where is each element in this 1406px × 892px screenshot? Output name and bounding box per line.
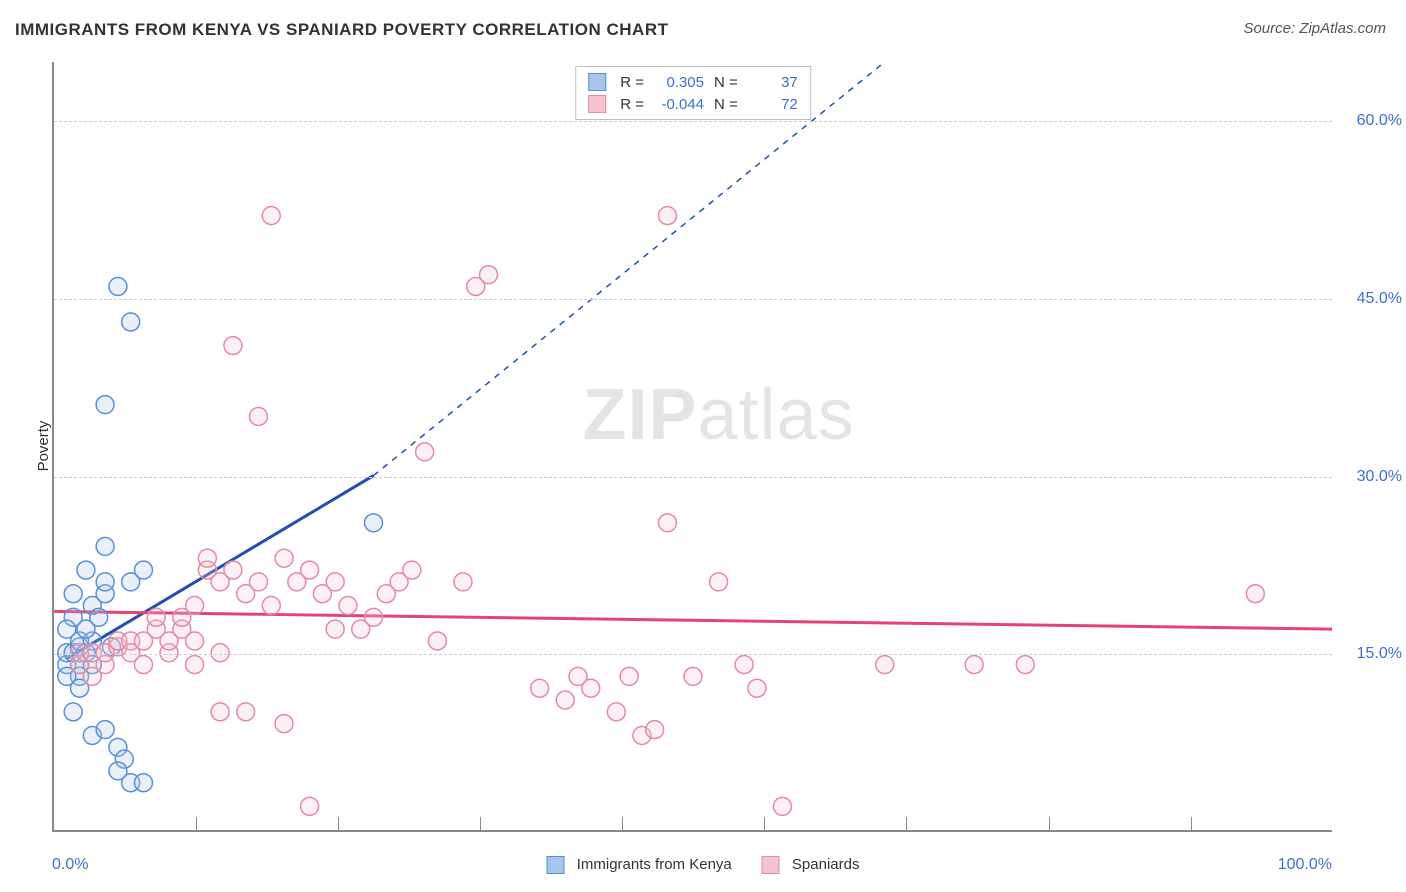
swatch-kenya: [588, 73, 606, 91]
x-tick: [622, 817, 623, 831]
legend-bottom: Immigrants from Kenya Spaniards: [547, 856, 860, 874]
y-axis-label: Poverty: [35, 421, 52, 472]
swatch-spaniards: [762, 856, 780, 874]
y-tick-label: 45.0%: [1357, 290, 1402, 308]
legend-item-spaniards: Spaniards: [762, 856, 860, 874]
x-tick: [480, 817, 481, 831]
x-axis-max-label: 100.0%: [1278, 856, 1332, 874]
gridline: [54, 477, 1332, 478]
y-tick-label: 30.0%: [1357, 468, 1402, 486]
y-tick-label: 15.0%: [1357, 645, 1402, 663]
x-tick: [906, 817, 907, 831]
gridline: [54, 299, 1332, 300]
correlation-chart: IMMIGRANTS FROM KENYA VS SPANIARD POVERT…: [0, 0, 1406, 892]
gridline: [54, 121, 1332, 122]
x-tick: [764, 817, 765, 831]
swatch-spaniards: [588, 95, 606, 113]
stats-legend-box: R = 0.305 N = 37 R = -0.044 N = 72: [575, 66, 811, 120]
gridline: [54, 654, 1332, 655]
legend-item-kenya: Immigrants from Kenya: [547, 856, 732, 874]
x-tick: [1049, 817, 1050, 831]
chart-title: IMMIGRANTS FROM KENYA VS SPANIARD POVERT…: [15, 20, 669, 40]
source-attribution: Source: ZipAtlas.com: [1243, 20, 1386, 37]
swatch-kenya: [547, 856, 565, 874]
plot-svg: [54, 62, 1332, 830]
x-tick: [338, 817, 339, 831]
stats-row-spaniards: R = -0.044 N = 72: [588, 93, 798, 115]
y-tick-label: 60.0%: [1357, 112, 1402, 130]
stats-row-kenya: R = 0.305 N = 37: [588, 71, 798, 93]
plot-area: ZIPatlas R = 0.305 N = 37 R = -0.044 N =…: [52, 62, 1332, 832]
x-tick: [196, 817, 197, 831]
x-tick: [1191, 817, 1192, 831]
x-axis-min-label: 0.0%: [52, 856, 88, 874]
